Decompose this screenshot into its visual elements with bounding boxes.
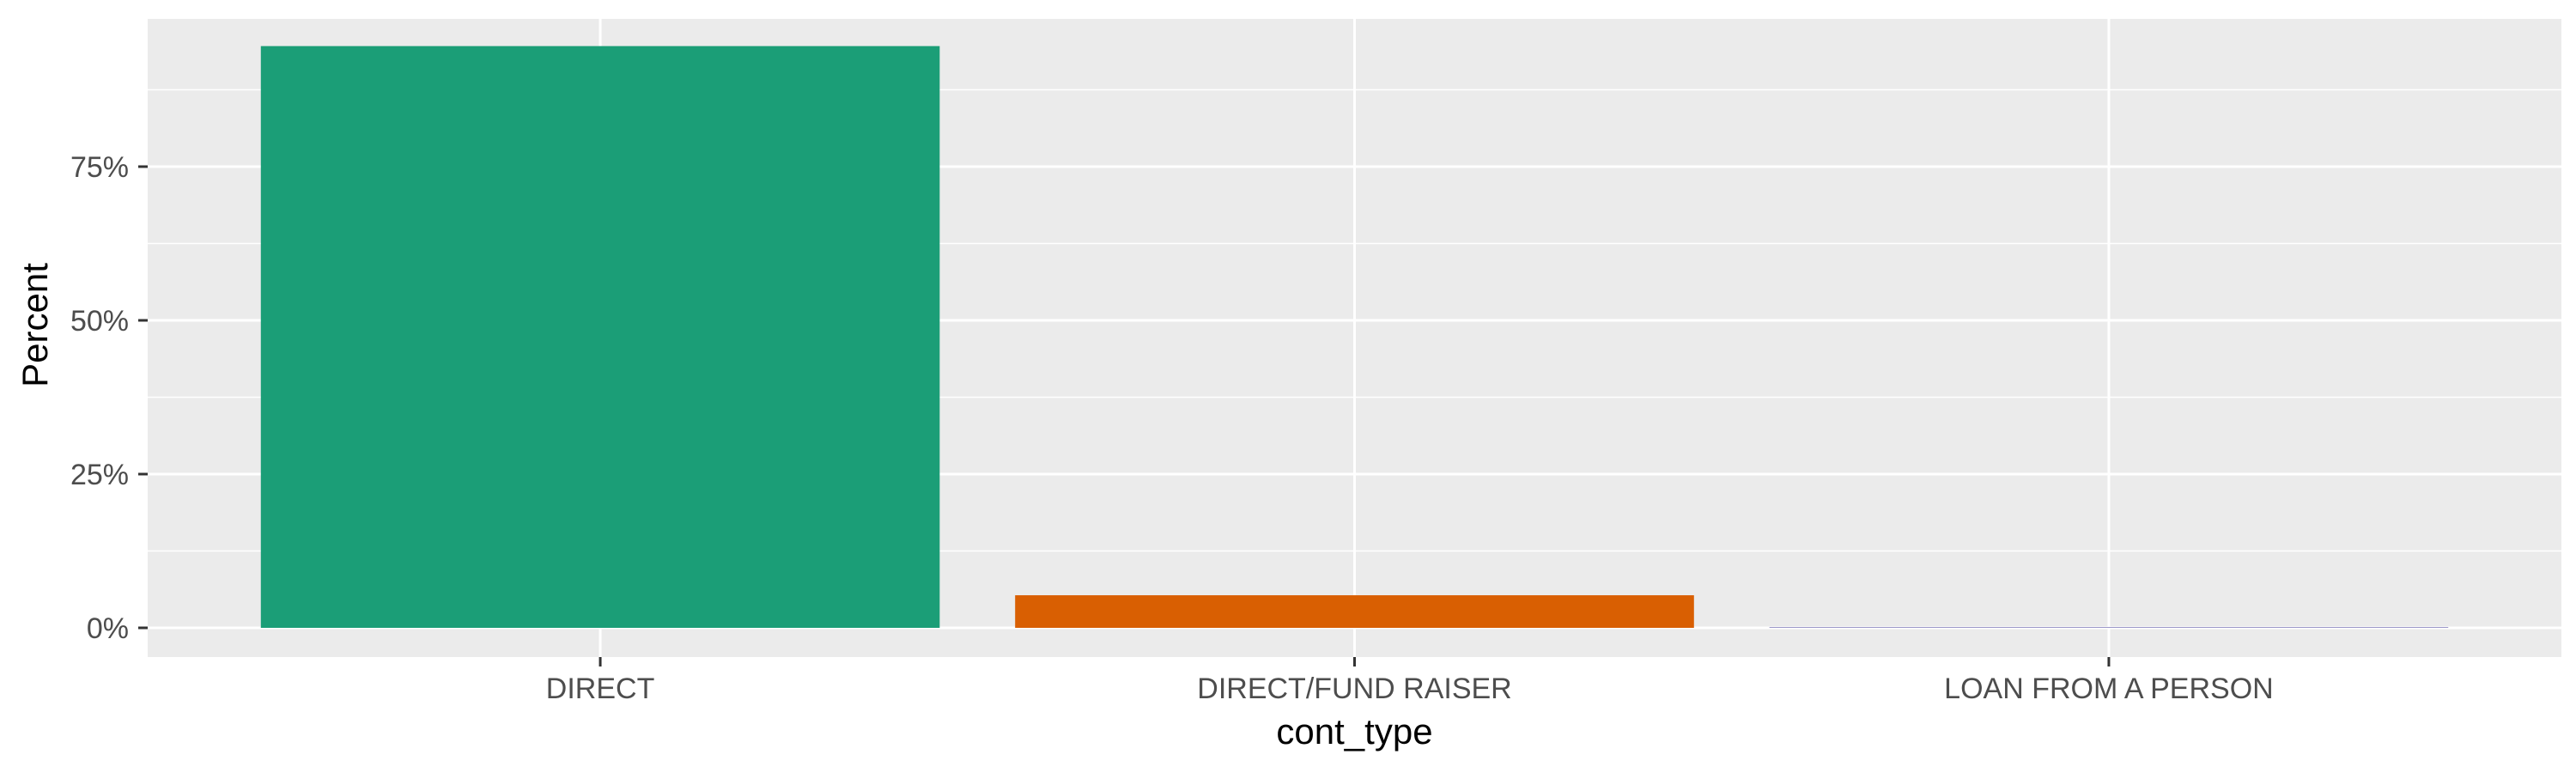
x-tick-label: DIRECT <box>546 673 655 705</box>
y-tick-label: 0% <box>87 612 129 645</box>
bar-loan-from-a-person <box>1769 627 2449 628</box>
x-axis: DIRECT DIRECT/FUND RAISER LOAN FROM A PERS… <box>546 657 2274 705</box>
x-tick-label: LOAN FROM A PERSON <box>1944 673 2274 705</box>
bar-direct-fund-raiser <box>1015 595 1694 628</box>
y-axis-title: Percent <box>15 263 55 387</box>
bars <box>260 46 2449 628</box>
y-tick-label: 75% <box>70 151 129 184</box>
y-tick-label: 50% <box>70 305 129 338</box>
bar-direct <box>260 46 940 628</box>
x-tick-label: DIRECT/FUND RAISER <box>1197 673 1511 705</box>
y-tick-label: 25% <box>70 459 129 491</box>
y-axis: 0% 25% 50% 75% <box>70 151 148 645</box>
x-axis-title: cont_type <box>1276 711 1432 752</box>
